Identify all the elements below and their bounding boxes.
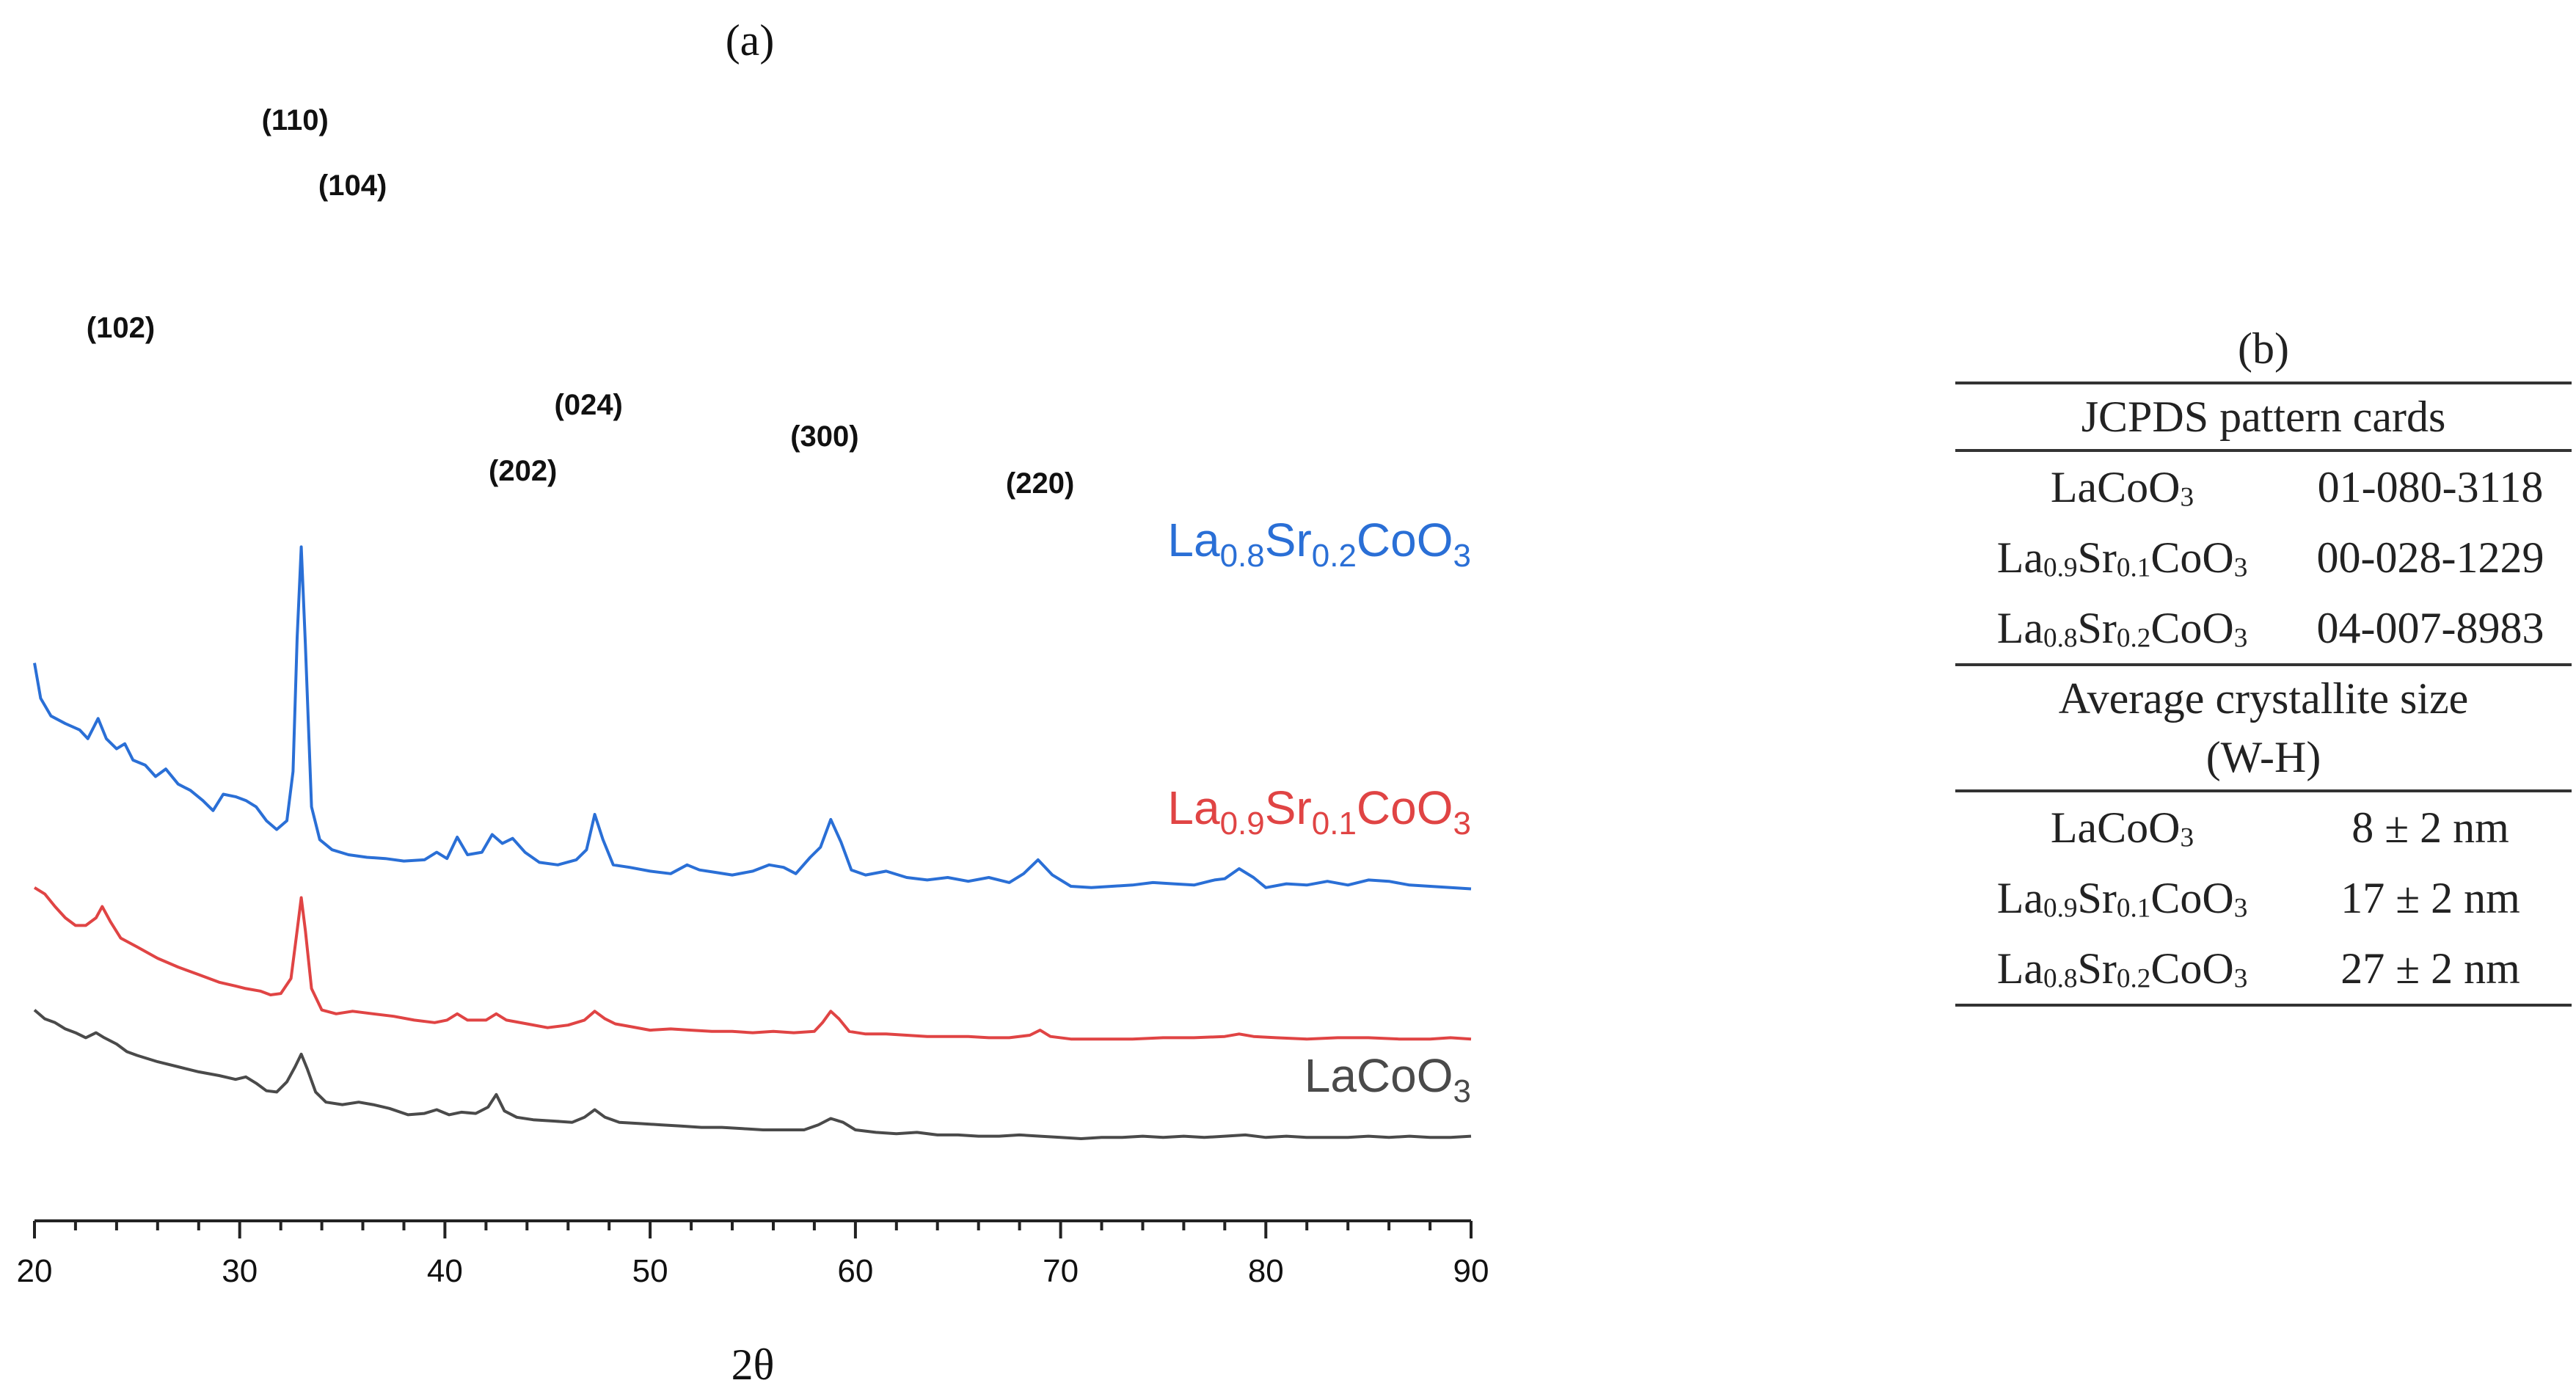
peak-annotation: (110) bbox=[262, 104, 329, 136]
series-label-0: La0.8Sr0.2CoO3 bbox=[1167, 514, 1471, 574]
table-section-jcpds-title: JCPDS pattern cards bbox=[2081, 393, 2446, 441]
table-compound: La0.8Sr0.2CoO3 bbox=[1996, 944, 2248, 994]
table-compound: LaCoO3 bbox=[2050, 803, 2194, 853]
table-value: 17 ± 2 nm bbox=[2340, 874, 2520, 922]
x-tick-label: 70 bbox=[1043, 1253, 1079, 1289]
table-caption: (b) bbox=[2238, 324, 2289, 373]
table-compound: La0.9Sr0.1CoO3 bbox=[1996, 533, 2248, 583]
table-section-size-title-line1: Average crystallite size bbox=[2058, 674, 2469, 723]
table-section-size-title-line2: (W-H) bbox=[2205, 733, 2321, 781]
x-tick-label: 60 bbox=[837, 1253, 873, 1289]
table-rule bbox=[1955, 789, 2572, 792]
table-row: LaCoO3 8 ± 2 nm bbox=[1955, 792, 2572, 863]
table-rule bbox=[1955, 449, 2572, 452]
table-row: La0.9Sr0.1CoO3 00-028-1229 bbox=[1955, 522, 2572, 593]
series-label-1: La0.9Sr0.1CoO3 bbox=[1167, 781, 1471, 842]
peak-annotation: (102) bbox=[87, 312, 155, 344]
table-rule bbox=[1955, 663, 2572, 666]
table-compound: La0.9Sr0.1CoO3 bbox=[1996, 874, 2248, 924]
panel-a-label: (a) bbox=[726, 16, 775, 65]
series-line-1 bbox=[33, 886, 1472, 1041]
x-axis-label: 2θ bbox=[731, 1340, 775, 1389]
peak-annotation: (024) bbox=[555, 389, 623, 421]
annotation-layer: (102) (110) (104) (024) (202) (300) (220) bbox=[87, 104, 1074, 500]
table-value: 8 ± 2 nm bbox=[2351, 803, 2509, 852]
table-row: La0.8Sr0.2CoO3 04-007-8983 bbox=[1955, 593, 2572, 663]
table-section-size: LaCoO3 8 ± 2 nm La0.9Sr0.1CoO3 17 ± 2 nm… bbox=[1955, 792, 2572, 1004]
x-tick-label: 80 bbox=[1248, 1253, 1284, 1289]
series-line-2 bbox=[33, 1009, 1472, 1140]
xrd-chart: (a) (102)(110)(104)(024)(202)(300)(220) … bbox=[17, 16, 1489, 1389]
x-tick-label: 40 bbox=[427, 1253, 463, 1289]
x-tick-label: 90 bbox=[1453, 1253, 1489, 1289]
table-row: La0.9Sr0.1CoO3 17 ± 2 nm bbox=[1955, 863, 2572, 933]
x-tick-label: 50 bbox=[632, 1253, 668, 1289]
peak-annotation: (220) bbox=[1006, 467, 1074, 500]
x-axis: 20 30 40 50 60 70 80 90 bbox=[17, 1219, 1489, 1289]
table-rule-bottom bbox=[1955, 1004, 2572, 1007]
table-compound: LaCoO3 bbox=[2050, 463, 2194, 513]
table-section-size-title: Average crystallite size (W-H) bbox=[1955, 666, 2572, 789]
peak-annotation: (202) bbox=[489, 455, 557, 487]
table-row: LaCoO3 01-080-3118 bbox=[1955, 452, 2572, 522]
peak-annotation: (104) bbox=[318, 169, 387, 202]
x-tick-label: 20 bbox=[17, 1253, 53, 1289]
table-value: 04-007-8983 bbox=[2316, 604, 2544, 652]
peak-annotation: (300) bbox=[790, 420, 858, 453]
x-tick-label: 30 bbox=[222, 1253, 258, 1289]
series-layer bbox=[33, 545, 1472, 1140]
table-compound: La0.8Sr0.2CoO3 bbox=[1996, 604, 2248, 654]
table-value: 00-028-1229 bbox=[2316, 533, 2544, 582]
series-line-0 bbox=[33, 545, 1472, 891]
table-rule-top bbox=[1955, 382, 2572, 384]
results-table: (b) JCPDS pattern cards LaCoO3 01-080-31… bbox=[1955, 315, 2572, 1007]
table-section-jcpds: LaCoO3 01-080-3118 La0.9Sr0.1CoO3 00-028… bbox=[1955, 452, 2572, 663]
table-value: 27 ± 2 nm bbox=[2340, 944, 2520, 993]
series-labels: La0.8Sr0.2CoO3 La0.9Sr0.1CoO3 LaCoO3 bbox=[1167, 514, 1471, 1109]
table-row: La0.8Sr0.2CoO3 27 ± 2 nm bbox=[1955, 933, 2572, 1004]
series-label-2: LaCoO3 bbox=[1305, 1049, 1471, 1109]
table-value: 01-080-3118 bbox=[2317, 463, 2544, 511]
